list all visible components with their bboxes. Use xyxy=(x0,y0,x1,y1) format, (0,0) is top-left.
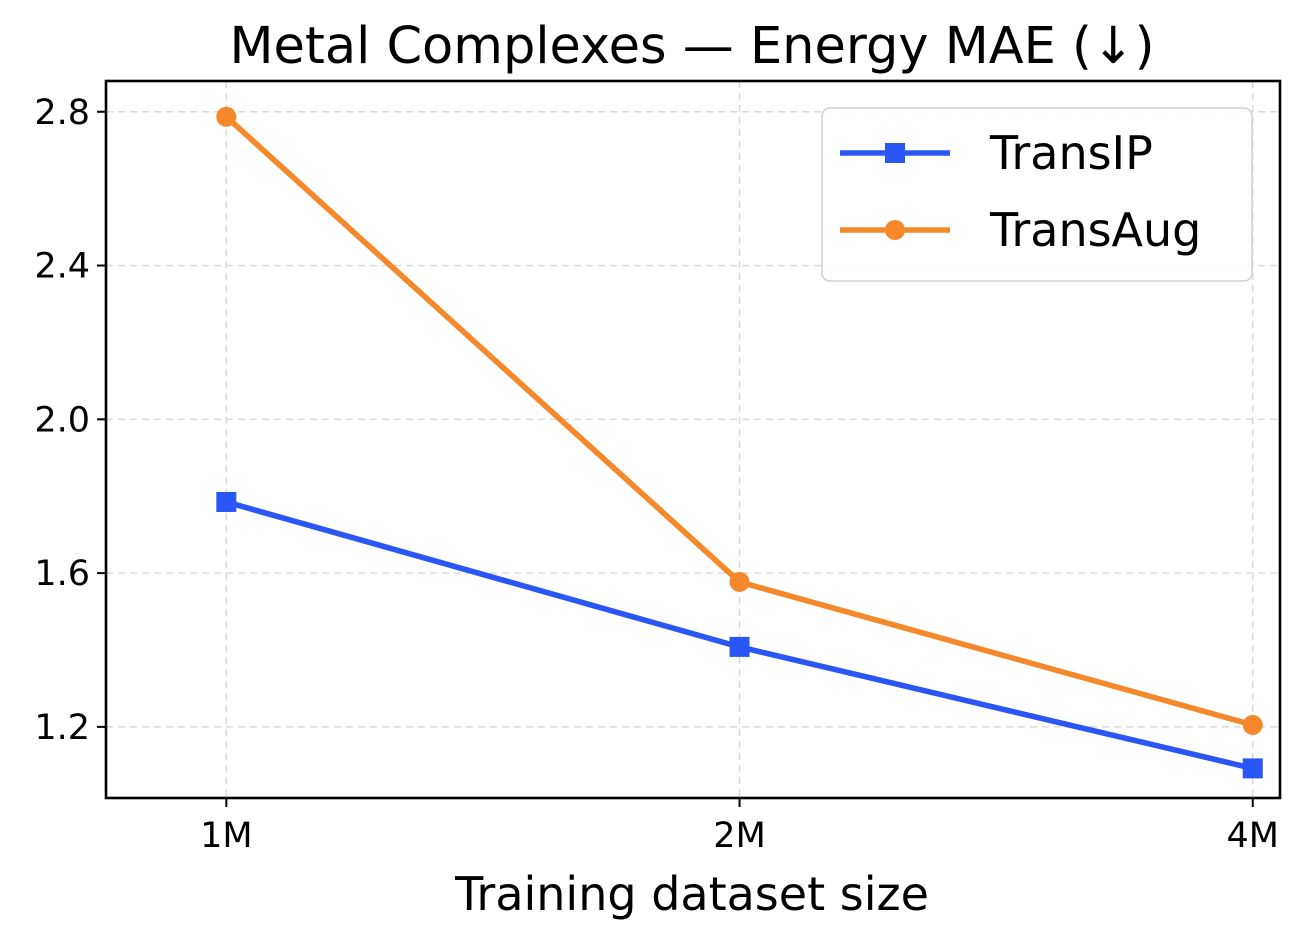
legend-item-transaug: TransAug xyxy=(840,203,1201,257)
axis-layer: 1.2 1.6 2.0 2.4 2.8 1M 2M 4M xyxy=(34,93,1279,856)
y-tick-label: 2.0 xyxy=(34,400,90,440)
legend-marker-transip xyxy=(885,143,905,163)
x-tick-label: 1M xyxy=(200,816,252,856)
x-tick-label: 4M xyxy=(1227,816,1279,856)
legend-label-transaug: TransAug xyxy=(989,203,1201,257)
data-point-transip xyxy=(729,636,750,657)
legend: TransIP TransAug xyxy=(821,107,1253,282)
data-point-transip xyxy=(1242,758,1263,779)
series-layer xyxy=(216,106,1263,779)
data-point-transip xyxy=(216,491,237,512)
data-point-transaug xyxy=(729,571,750,592)
legend-marker-transaug xyxy=(885,220,905,240)
legend-label-transip: TransIP xyxy=(989,126,1153,180)
legend-item-transip: TransIP xyxy=(840,126,1153,180)
x-tick-label: 2M xyxy=(713,816,765,856)
y-tick-label: 1.2 xyxy=(34,708,90,748)
plot-frame xyxy=(104,79,1282,800)
y-tick-label: 2.8 xyxy=(34,93,90,133)
x-axis-label: Training dataset size xyxy=(454,867,929,921)
series-transip xyxy=(216,491,1263,779)
data-point-transaug xyxy=(1242,714,1263,735)
y-tick-label: 2.4 xyxy=(34,247,90,287)
series-transaug xyxy=(216,106,1263,735)
y-tick-label: 1.6 xyxy=(34,554,90,594)
data-point-transaug xyxy=(216,106,237,127)
legend-items: TransIP TransAug xyxy=(840,126,1201,257)
chart-title: Metal Complexes — Energy MAE (↓) xyxy=(229,17,1154,76)
